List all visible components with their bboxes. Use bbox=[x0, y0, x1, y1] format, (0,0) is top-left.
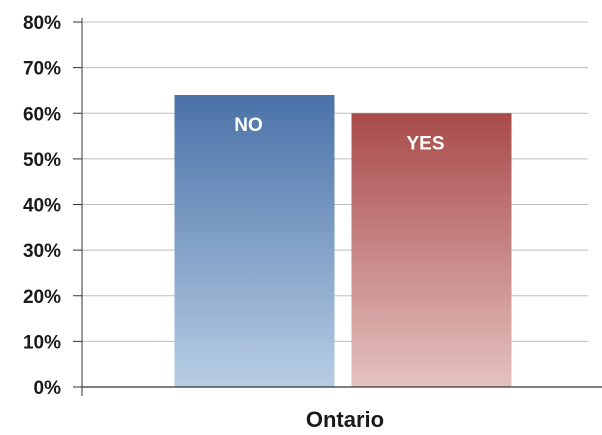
y-tick-label: 0% bbox=[34, 378, 62, 399]
y-tick-label: 80% bbox=[23, 13, 61, 34]
y-tick-label: 10% bbox=[23, 332, 61, 353]
gridlines bbox=[82, 21, 588, 342]
labels: 0% 10% 20% 30% 40% 50% 60% 70% 80% NO YES Ontario bbox=[23, 13, 445, 432]
y-tick-label: 70% bbox=[23, 59, 61, 80]
bar-no bbox=[174, 95, 335, 387]
bars bbox=[174, 95, 512, 387]
x-category-label: Ontario bbox=[306, 407, 384, 432]
bar-label-no: NO bbox=[234, 115, 263, 136]
y-tick-label: 50% bbox=[23, 150, 61, 171]
axes bbox=[73, 18, 602, 396]
bar-label-yes: YES bbox=[406, 133, 444, 154]
y-tick-label: 20% bbox=[23, 287, 61, 308]
y-tick-label: 60% bbox=[23, 104, 61, 125]
y-tick-label: 30% bbox=[23, 241, 61, 262]
bar-yes bbox=[351, 113, 512, 387]
y-tick-label: 40% bbox=[23, 196, 61, 217]
